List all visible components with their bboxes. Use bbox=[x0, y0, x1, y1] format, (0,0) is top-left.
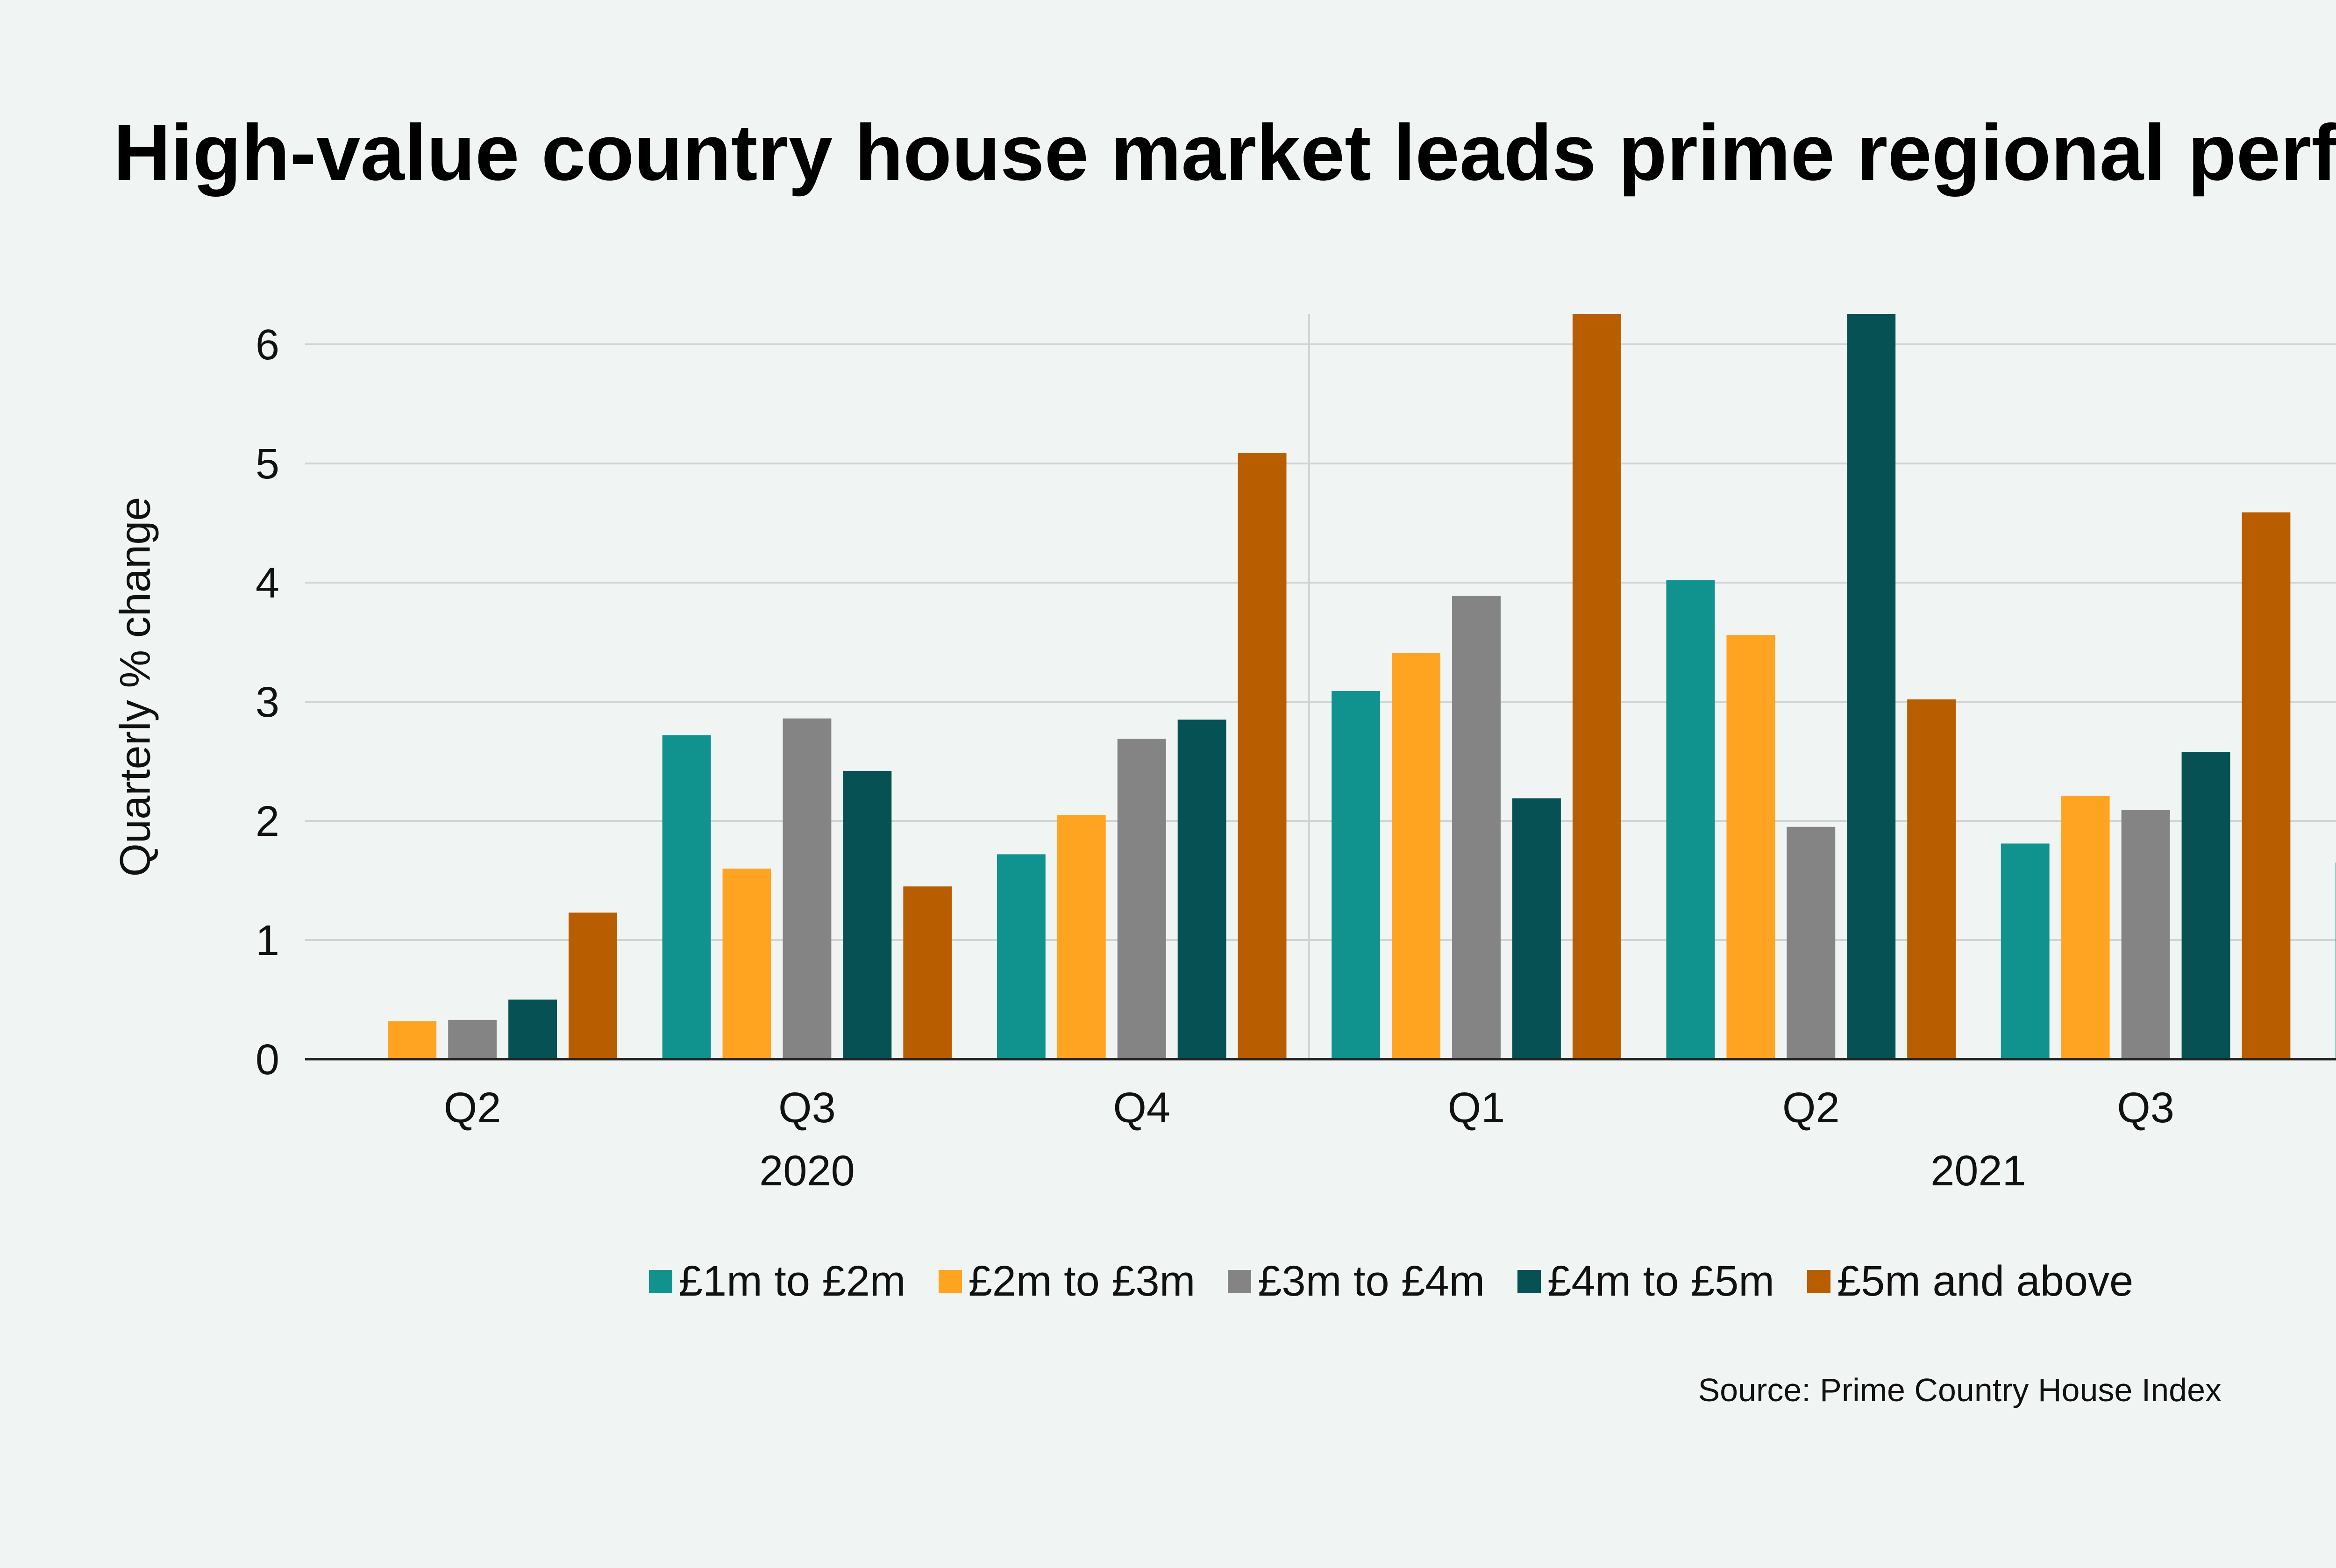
chart-title-text: High-value country house market leads pr… bbox=[113, 108, 2336, 197]
x-tick-label: Q1 bbox=[1448, 1084, 1505, 1132]
bar bbox=[2001, 843, 2050, 1059]
bar bbox=[1572, 314, 1621, 1059]
bar bbox=[388, 1021, 437, 1059]
legend-swatch bbox=[1807, 1269, 1830, 1293]
bar bbox=[1907, 699, 1956, 1059]
x-tick-label: Q2 bbox=[1782, 1084, 1840, 1132]
bar bbox=[1057, 815, 1106, 1059]
bar bbox=[722, 869, 771, 1059]
legend-item: £1m to £2m bbox=[648, 1257, 906, 1306]
legend-label: £4m to £5m bbox=[1547, 1257, 1774, 1305]
legend: £1m to £2m £2m to £3m £3m to £4m £4m to £5m… bbox=[0, 1257, 2336, 1306]
x-tick-label: Q4 bbox=[1113, 1084, 1170, 1132]
bar bbox=[2242, 512, 2291, 1059]
legend-label: £1m to £2m bbox=[678, 1257, 906, 1305]
bar bbox=[2061, 796, 2110, 1059]
bar bbox=[1452, 596, 1501, 1059]
legend-swatch bbox=[1517, 1269, 1541, 1293]
x-tick-label: Q2 bbox=[444, 1084, 501, 1132]
y-tick-label: 3 bbox=[256, 678, 279, 726]
bar bbox=[1787, 827, 1836, 1059]
legend-item: £3m to £4m bbox=[1228, 1257, 1485, 1306]
year-group-label: 2021 bbox=[1930, 1147, 2026, 1195]
bar bbox=[1666, 580, 1715, 1059]
legend-swatch bbox=[648, 1269, 672, 1293]
bar bbox=[569, 912, 617, 1059]
bar bbox=[2181, 752, 2230, 1059]
bar bbox=[448, 1019, 497, 1059]
legend-label: £5m and above bbox=[1837, 1257, 2134, 1305]
y-tick-label: 5 bbox=[256, 440, 279, 488]
y-tick-label: 2 bbox=[256, 798, 279, 845]
y-tick-label: 0 bbox=[256, 1036, 279, 1083]
y-tick-label: 1 bbox=[256, 917, 279, 964]
bar bbox=[1512, 798, 1561, 1059]
bar bbox=[662, 735, 711, 1059]
bar bbox=[783, 718, 832, 1059]
y-tick-label: 6 bbox=[256, 321, 279, 369]
legend-swatch bbox=[1228, 1269, 1252, 1293]
legend-label: £2m to £3m bbox=[968, 1257, 1196, 1305]
legend-item: £5m and above bbox=[1807, 1257, 2133, 1306]
legend-item: £4m to £5m bbox=[1517, 1257, 1774, 1306]
x-tick-label: Q3 bbox=[778, 1084, 836, 1132]
bar bbox=[1117, 739, 1166, 1059]
bar bbox=[508, 999, 557, 1059]
y-tick-label: 4 bbox=[256, 559, 279, 607]
bar bbox=[1332, 691, 1381, 1059]
legend-label: £3m to £4m bbox=[1258, 1257, 1485, 1305]
bar bbox=[1238, 453, 1287, 1059]
chart-title: High-value country house market leads pr… bbox=[0, 105, 2336, 201]
bar bbox=[843, 770, 892, 1059]
bar bbox=[997, 854, 1046, 1059]
x-tick-label: Q3 bbox=[2117, 1084, 2174, 1132]
bar bbox=[2121, 810, 2170, 1059]
source-note: Source: Prime Country House Index bbox=[1698, 1372, 2222, 1408]
bar bbox=[903, 886, 952, 1059]
bar bbox=[1392, 653, 1440, 1059]
legend-swatch bbox=[938, 1269, 962, 1293]
bar bbox=[1177, 720, 1226, 1059]
bar bbox=[1726, 635, 1775, 1059]
bar bbox=[1847, 314, 1896, 1059]
year-group-label: 2020 bbox=[759, 1147, 855, 1195]
legend-item: £2m to £3m bbox=[938, 1257, 1196, 1306]
